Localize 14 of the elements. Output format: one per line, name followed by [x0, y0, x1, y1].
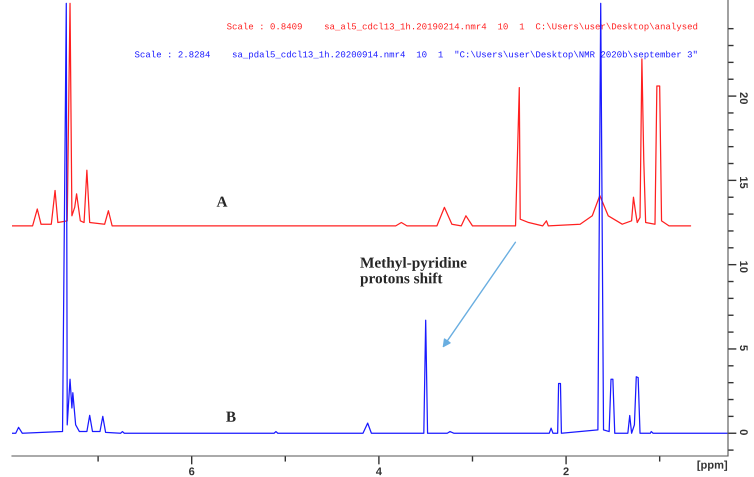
- x-tick-label: 6: [189, 467, 194, 476]
- y-tick-label: 0: [740, 430, 748, 435]
- text: Scale : 2.8284 sa_pdal5_cdcl13_1h.20200914.nmr4 10 1 "C:\Users\user\Desktop\NMR 2020b\september 3": [134, 50, 697, 60]
- line-series: [12, 2, 728, 434]
- annotation: A: [216, 196, 228, 207]
- x-tick-label: 4: [376, 468, 382, 476]
- y-tick-label: 20: [740, 92, 748, 104]
- annotation: Methyl-pyridine protons shift: [360, 257, 467, 287]
- annotation: B: [226, 412, 236, 422]
- y-tick-label: 5: [740, 345, 748, 351]
- y-tick-label: 10: [740, 261, 748, 273]
- x-axis-title: [ppm]: [697, 460, 728, 471]
- x-tick-label: 2: [563, 467, 569, 476]
- y-tick-label: 15: [740, 177, 748, 188]
